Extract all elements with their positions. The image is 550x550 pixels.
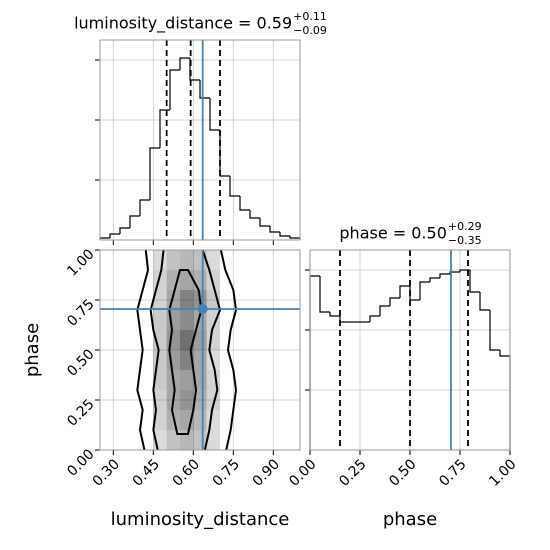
density-cell [153, 370, 167, 390]
histogram-step [169, 69, 180, 110]
density-cell [180, 310, 194, 330]
histogram-step [119, 227, 130, 234]
density-cell [166, 310, 180, 330]
histogram-step [339, 316, 350, 323]
histogram-step [149, 147, 160, 200]
histogram-step [229, 176, 240, 197]
x-tick-label: 0.25 [336, 456, 369, 489]
panel-title: phase = 0.50 [339, 224, 446, 243]
density-cell [193, 350, 207, 370]
density-cell [180, 390, 194, 410]
y-tick-label: 0.50 [64, 346, 97, 379]
x-tick-label: 0.45 [130, 456, 163, 489]
histogram-step [399, 285, 410, 298]
plot-area [136, 250, 238, 450]
histogram-step [419, 281, 430, 300]
histogram-step [289, 236, 301, 240]
density-cell [180, 370, 194, 390]
histogram-step [439, 273, 450, 278]
histogram-step [369, 315, 380, 322]
x-tick-label: 0.75 [436, 456, 469, 489]
histogram-step [259, 218, 270, 227]
density-cell [153, 310, 167, 330]
density-cell [180, 330, 194, 350]
x-tick-label: 0.75 [210, 456, 243, 489]
contour-line [149, 250, 222, 450]
density-cell [180, 270, 194, 290]
x-tick-label: 0.50 [386, 456, 419, 489]
density-cell [166, 350, 180, 370]
histogram-step [109, 233, 120, 238]
histogram-step [199, 80, 210, 99]
density-cell [180, 290, 194, 310]
panel: 0.30 0.45 0.60 0.75 0.900.000.250.500.751.00… [22, 246, 301, 530]
histogram-step [479, 292, 490, 311]
x-tick-label: 0.00 [286, 456, 319, 489]
density-cell [153, 290, 167, 310]
histogram-step [209, 98, 220, 131]
y-tick-label: 0.25 [64, 396, 97, 429]
density-cell [206, 410, 220, 430]
histogram-step [159, 109, 170, 148]
contour-line [136, 250, 238, 450]
histogram-step [269, 226, 280, 233]
axes-frame [99, 39, 301, 241]
histogram-step [379, 305, 390, 316]
density-cell [206, 330, 220, 350]
x-tick-label: 0.60 [170, 456, 203, 489]
density-cell [193, 410, 207, 430]
panel: luminosity_distance = 0.59 +0.11−0.09 [74, 10, 327, 245]
histogram-step [239, 196, 250, 211]
histogram-step [469, 270, 480, 293]
panel-title: luminosity_distance = 0.59 [74, 14, 292, 34]
histogram-step [179, 57, 190, 70]
x-axis-label: luminosity_distance [111, 509, 290, 530]
density-cell [166, 250, 180, 270]
panel-title-sup: +0.29 [448, 220, 482, 233]
x-tick-label: 0.90 [250, 456, 283, 489]
histogram-step [429, 277, 440, 282]
histogram-step [389, 297, 400, 306]
panel-title-sup: +0.11 [293, 10, 327, 23]
truth-point [197, 304, 208, 314]
density-cell [193, 270, 207, 290]
density-cell [153, 390, 167, 410]
x-tick-label: 0.30 [90, 456, 123, 489]
histogram-step [319, 276, 330, 313]
density-cell [153, 350, 167, 370]
x-axis-label: phase [383, 509, 437, 530]
histogram-step [459, 269, 470, 272]
histogram-step [279, 232, 290, 237]
panel: 0.00 0.25 0.50 0.75 1.00 phase phase = 0.50 +0.… [286, 220, 519, 530]
y-axis-label: phase [22, 323, 43, 377]
density-cell [153, 250, 167, 270]
histogram-step [409, 286, 420, 301]
histogram-step [139, 199, 150, 216]
x-tick-label: 1.00 [486, 456, 519, 489]
density-cell [166, 330, 180, 350]
y-tick-label: 0.75 [64, 296, 97, 329]
density-cell [206, 310, 220, 330]
histogram-step [489, 310, 500, 351]
density-cell [153, 410, 167, 430]
density-cell [206, 250, 220, 270]
density-cell [206, 430, 220, 450]
histogram-step [449, 271, 460, 274]
histogram-step [219, 130, 230, 177]
histogram-step [309, 275, 320, 450]
density-cell [206, 370, 220, 390]
histogram-step [129, 215, 140, 228]
histogram-step [499, 350, 511, 450]
y-tick-label: 1.00 [64, 246, 97, 279]
panel-title-sub: −0.35 [448, 234, 482, 247]
density-cell [180, 250, 194, 270]
axes-frame [99, 249, 301, 451]
contour-line [168, 269, 203, 435]
histogram-step [329, 312, 340, 317]
density-cell [180, 350, 194, 370]
histogram-step [249, 210, 260, 219]
panel-title-sub: −0.09 [293, 24, 327, 37]
axes-frame [309, 249, 511, 451]
